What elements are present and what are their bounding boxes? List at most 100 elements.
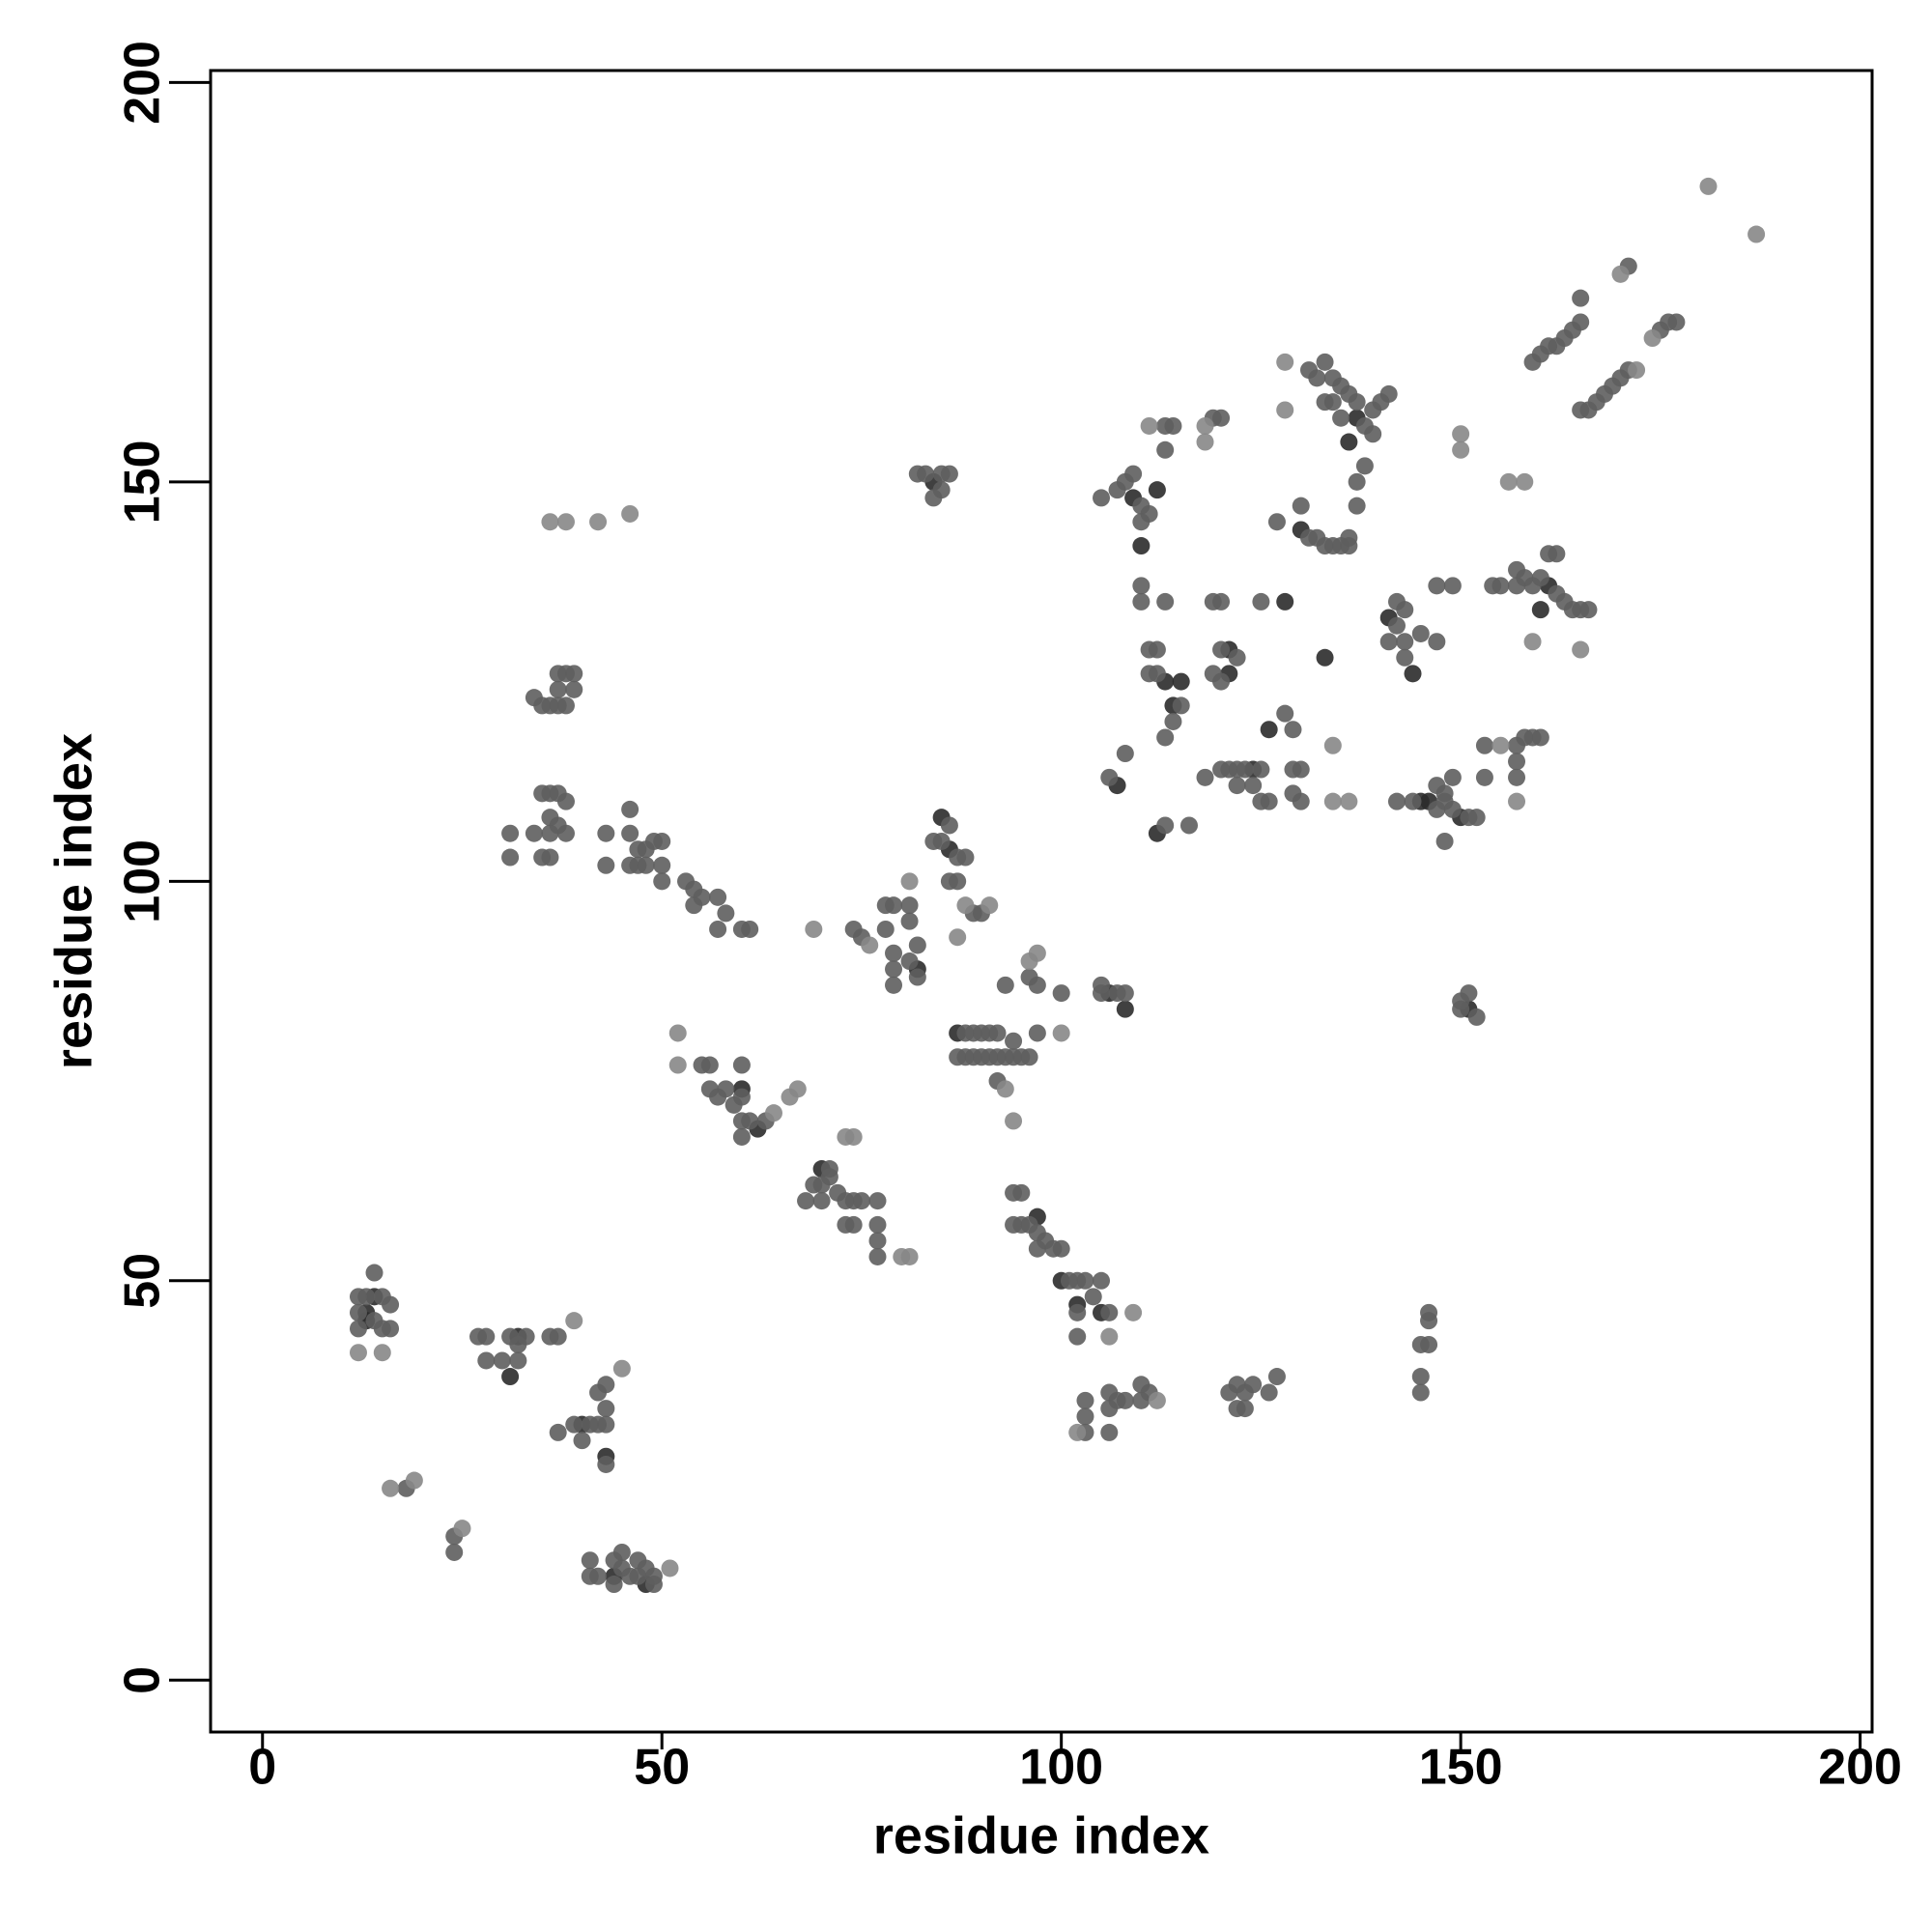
point <box>501 824 520 842</box>
y-tick-label: 100 <box>115 839 171 923</box>
point <box>1028 1024 1046 1042</box>
point <box>1396 601 1414 619</box>
point <box>797 1192 815 1210</box>
point <box>1068 1303 1087 1321</box>
point <box>1196 768 1214 786</box>
point <box>1005 1032 1023 1050</box>
point <box>700 1056 719 1074</box>
x-tick-label: 100 <box>1019 1740 1103 1796</box>
point <box>565 665 583 683</box>
point <box>1467 1008 1486 1026</box>
point <box>1124 465 1143 483</box>
point <box>1172 696 1190 715</box>
point <box>1052 984 1070 1003</box>
point <box>885 976 903 994</box>
point <box>1379 633 1398 651</box>
point <box>1252 592 1270 611</box>
point <box>1236 1400 1254 1418</box>
point <box>1228 648 1246 667</box>
point <box>1276 592 1294 611</box>
point <box>1428 577 1446 595</box>
point <box>868 1215 887 1234</box>
point <box>1164 712 1182 730</box>
point <box>541 848 559 867</box>
point <box>1179 816 1198 835</box>
point <box>1396 633 1414 651</box>
point <box>1236 760 1254 779</box>
point <box>1276 704 1294 723</box>
point <box>1076 1271 1094 1290</box>
point <box>1340 528 1358 547</box>
point <box>868 1192 887 1210</box>
point <box>556 513 575 531</box>
point <box>1516 472 1534 491</box>
point <box>996 1080 1014 1098</box>
point <box>1340 792 1358 810</box>
x-tick-label: 200 <box>1818 1740 1902 1796</box>
point <box>589 513 608 531</box>
point <box>1387 616 1406 635</box>
point <box>1172 672 1190 691</box>
point <box>357 1288 376 1306</box>
point <box>1100 1303 1119 1321</box>
point <box>956 896 975 915</box>
point <box>1252 760 1270 779</box>
point <box>1093 976 1111 994</box>
point <box>1093 489 1111 507</box>
point <box>1348 472 1366 491</box>
point <box>1020 1048 1038 1066</box>
y-tick-label: 50 <box>115 1253 171 1309</box>
point <box>1667 313 1686 331</box>
point <box>1611 265 1630 283</box>
point <box>1579 601 1598 619</box>
point <box>1548 545 1566 563</box>
point <box>612 1359 631 1378</box>
point <box>382 1295 400 1314</box>
point <box>1428 633 1446 651</box>
plot-frame <box>209 69 1874 1734</box>
point <box>1068 1423 1087 1441</box>
point <box>1531 601 1549 619</box>
point <box>549 1327 567 1346</box>
point <box>565 1312 583 1330</box>
point <box>621 800 639 818</box>
point <box>996 976 1014 994</box>
point <box>1531 569 1549 587</box>
point <box>1443 768 1462 786</box>
point <box>844 1127 863 1146</box>
point <box>1316 353 1334 371</box>
point <box>1492 736 1510 754</box>
point <box>1323 393 1342 412</box>
point <box>1212 592 1231 611</box>
point <box>1355 457 1374 475</box>
point <box>885 960 903 979</box>
point <box>1396 648 1414 667</box>
point <box>1323 792 1342 810</box>
point <box>1028 976 1046 994</box>
point <box>980 896 999 915</box>
point <box>1508 753 1526 771</box>
point <box>1212 409 1231 427</box>
point <box>589 1567 608 1585</box>
point <box>1148 1391 1166 1409</box>
point <box>1132 592 1151 611</box>
point <box>1348 393 1366 412</box>
point <box>717 1080 735 1098</box>
point <box>1443 577 1462 595</box>
point <box>1628 361 1646 380</box>
point <box>1076 1391 1094 1409</box>
x-tick-label: 150 <box>1419 1740 1503 1796</box>
point <box>924 489 943 507</box>
point <box>788 1080 807 1098</box>
point <box>1028 944 1046 962</box>
point <box>661 1559 679 1577</box>
point <box>1132 537 1151 555</box>
point <box>741 1112 759 1130</box>
point <box>668 1024 687 1042</box>
point <box>556 792 575 810</box>
point <box>940 465 958 483</box>
point <box>541 513 559 531</box>
point <box>940 816 958 835</box>
point <box>556 696 575 715</box>
